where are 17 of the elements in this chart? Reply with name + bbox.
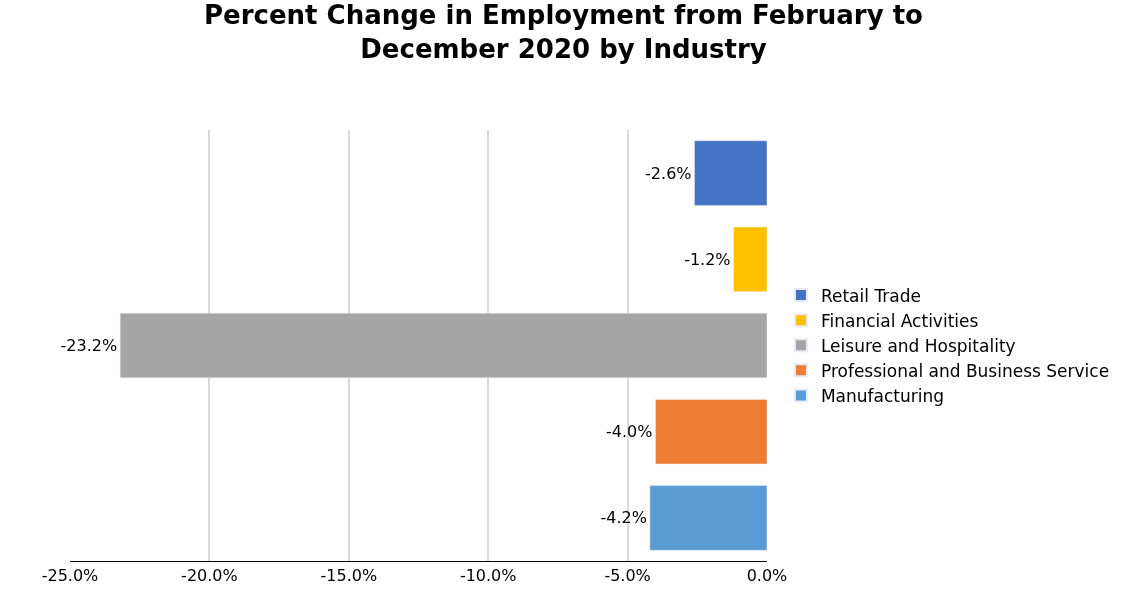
legend-label: Professional and Business Service <box>820 360 1110 381</box>
data-label: -23.2% <box>60 336 118 356</box>
data-label: -2.6% <box>645 163 692 183</box>
chart-title: Percent Change in Employment from February to December 2020 by Industry <box>204 0 923 65</box>
x-tick-label: -15.0% <box>320 566 378 586</box>
legend-label: Manufacturing <box>820 386 945 407</box>
x-tick-label: 0.0% <box>746 566 788 586</box>
x-tick-label: -5.0% <box>604 566 651 586</box>
data-label: -1.2% <box>684 249 731 269</box>
x-tick-label: -10.0% <box>459 566 517 586</box>
legend-label: Financial Activities <box>820 310 979 331</box>
x-tick-label: -20.0% <box>181 566 238 586</box>
legend-label: Leisure and Hospitality <box>820 335 1016 356</box>
data-label: -4.0% <box>606 422 653 442</box>
x-tick-label: -25.0% <box>41 566 99 586</box>
legend-label: Retail Trade <box>820 285 921 306</box>
data-label: -4.2% <box>600 508 647 528</box>
